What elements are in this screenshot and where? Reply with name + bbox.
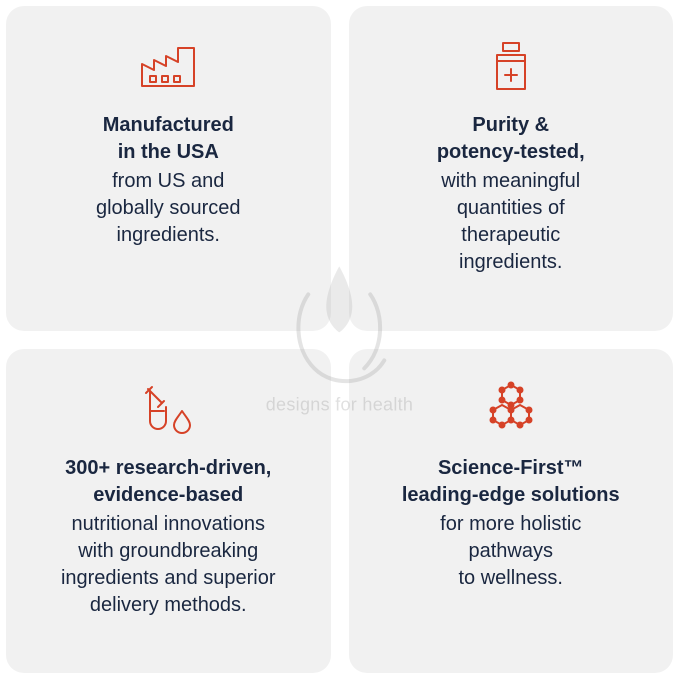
card-heading: Manufactured in the USA (103, 112, 234, 166)
feature-card-science: Science-First™ leading-edge solutions fo… (349, 349, 674, 674)
card-body: from US and globally sourced ingredients… (96, 168, 241, 249)
card-heading: Purity & potency-tested, (437, 112, 585, 166)
card-body: for more holistic pathways to wellness. (440, 511, 581, 592)
feature-grid: Manufactured in the USA from US and glob… (0, 0, 679, 679)
card-body: with meaningful quantities of therapeuti… (441, 168, 580, 276)
molecule-icon (482, 381, 540, 437)
factory-icon (140, 38, 196, 94)
feature-card-purity: Purity & potency-tested, with meaningful… (349, 6, 674, 331)
feature-card-manufactured: Manufactured in the USA from US and glob… (6, 6, 331, 331)
card-heading: Science-First™ leading-edge solutions (402, 455, 620, 509)
test-tube-icon (142, 381, 194, 437)
bottle-icon (491, 38, 531, 94)
card-heading: 300+ research-driven, evidence-based (65, 455, 271, 509)
feature-card-research: 300+ research-driven, evidence-based nut… (6, 349, 331, 674)
card-body: nutritional innovations with groundbreak… (61, 511, 276, 619)
